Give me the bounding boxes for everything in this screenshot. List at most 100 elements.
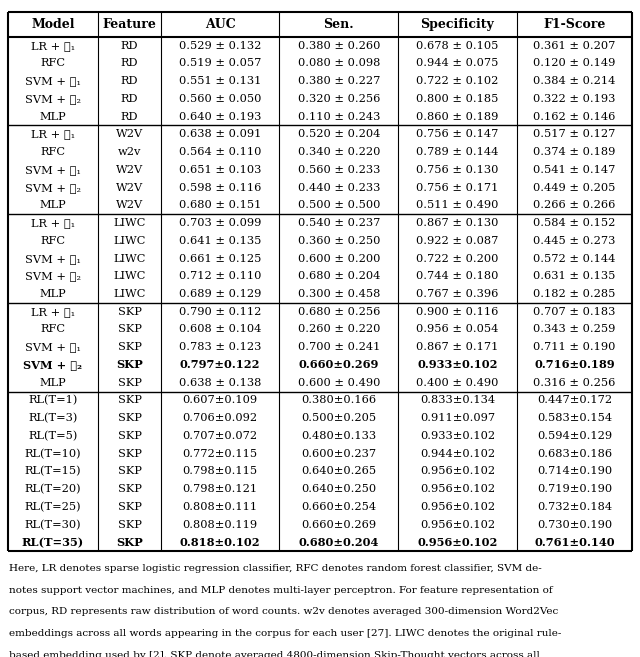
Text: 0.767 ± 0.396: 0.767 ± 0.396 <box>416 289 499 299</box>
Text: 0.911±0.097: 0.911±0.097 <box>420 413 495 423</box>
Text: 0.711 ± 0.190: 0.711 ± 0.190 <box>533 342 616 352</box>
Text: notes support vector machines, and MLP denotes multi-layer perceptron. For featu: notes support vector machines, and MLP d… <box>9 586 552 595</box>
Text: 0.800 ± 0.185: 0.800 ± 0.185 <box>416 94 499 104</box>
Text: RD: RD <box>121 76 138 86</box>
Text: 0.860 ± 0.189: 0.860 ± 0.189 <box>416 112 499 122</box>
Text: RL(T=35): RL(T=35) <box>22 537 84 548</box>
Text: 0.689 ± 0.129: 0.689 ± 0.129 <box>179 289 261 299</box>
Text: 0.714±0.190: 0.714±0.190 <box>537 466 612 476</box>
Text: 0.600±0.237: 0.600±0.237 <box>301 449 376 459</box>
Text: 0.651 ± 0.103: 0.651 ± 0.103 <box>179 165 261 175</box>
Text: 0.956±0.102: 0.956±0.102 <box>417 537 498 548</box>
Text: 0.638 ± 0.091: 0.638 ± 0.091 <box>179 129 261 139</box>
Text: 0.560 ± 0.050: 0.560 ± 0.050 <box>179 94 261 104</box>
Text: RFC: RFC <box>40 147 65 157</box>
Text: 0.607±0.109: 0.607±0.109 <box>182 396 258 405</box>
Text: SKP: SKP <box>118 307 141 317</box>
Text: SKP: SKP <box>118 502 141 512</box>
Text: 0.956±0.102: 0.956±0.102 <box>420 502 495 512</box>
Text: MLP: MLP <box>40 200 67 210</box>
Text: 0.600 ± 0.490: 0.600 ± 0.490 <box>298 378 380 388</box>
Text: LIWC: LIWC <box>113 289 146 299</box>
Text: W2V: W2V <box>116 129 143 139</box>
Text: 0.956±0.102: 0.956±0.102 <box>420 520 495 530</box>
Text: RL(T=1): RL(T=1) <box>28 396 77 405</box>
Text: 0.343 ± 0.259: 0.343 ± 0.259 <box>533 325 616 334</box>
Text: 0.322 ± 0.193: 0.322 ± 0.193 <box>533 94 616 104</box>
Text: SKP: SKP <box>118 342 141 352</box>
Text: RL(T=25): RL(T=25) <box>25 502 81 512</box>
Text: 0.500±0.205: 0.500±0.205 <box>301 413 376 423</box>
Text: 0.790 ± 0.112: 0.790 ± 0.112 <box>179 307 261 317</box>
Text: 0.944 ± 0.075: 0.944 ± 0.075 <box>416 58 499 68</box>
Text: 0.445 ± 0.273: 0.445 ± 0.273 <box>533 236 616 246</box>
Text: SKP: SKP <box>118 378 141 388</box>
Text: RFC: RFC <box>40 236 65 246</box>
Text: SVM + ℓ₂: SVM + ℓ₂ <box>25 94 81 104</box>
Text: 0.707±0.072: 0.707±0.072 <box>182 431 258 441</box>
Text: SVM + ℓ₁: SVM + ℓ₁ <box>25 76 81 86</box>
Text: 0.808±0.111: 0.808±0.111 <box>182 502 258 512</box>
Text: 0.680 ± 0.151: 0.680 ± 0.151 <box>179 200 261 210</box>
Text: RD: RD <box>121 58 138 68</box>
Text: 0.440 ± 0.233: 0.440 ± 0.233 <box>298 183 380 193</box>
Text: SKP: SKP <box>118 466 141 476</box>
Text: AUC: AUC <box>205 18 236 31</box>
Text: 0.361 ± 0.207: 0.361 ± 0.207 <box>533 41 616 51</box>
Text: 0.540 ± 0.237: 0.540 ± 0.237 <box>298 218 380 228</box>
Text: 0.162 ± 0.146: 0.162 ± 0.146 <box>533 112 616 122</box>
Text: 0.680 ± 0.256: 0.680 ± 0.256 <box>298 307 380 317</box>
Text: W2V: W2V <box>116 165 143 175</box>
Text: 0.678 ± 0.105: 0.678 ± 0.105 <box>416 41 499 51</box>
Text: RL(T=3): RL(T=3) <box>28 413 77 423</box>
Text: 0.956±0.102: 0.956±0.102 <box>420 484 495 494</box>
Text: 0.384 ± 0.214: 0.384 ± 0.214 <box>533 76 616 86</box>
Text: 0.340 ± 0.220: 0.340 ± 0.220 <box>298 147 380 157</box>
Text: 0.744 ± 0.180: 0.744 ± 0.180 <box>416 271 499 281</box>
Text: SVM + ℓ₁: SVM + ℓ₁ <box>25 165 81 175</box>
Text: RD: RD <box>121 94 138 104</box>
Text: SVM + ℓ₂: SVM + ℓ₂ <box>24 359 83 371</box>
Text: 0.818±0.102: 0.818±0.102 <box>180 537 260 548</box>
Text: 0.266 ± 0.266: 0.266 ± 0.266 <box>533 200 616 210</box>
Text: 0.783 ± 0.123: 0.783 ± 0.123 <box>179 342 261 352</box>
Text: 0.380 ± 0.227: 0.380 ± 0.227 <box>298 76 380 86</box>
Text: SKP: SKP <box>118 413 141 423</box>
Text: 0.519 ± 0.057: 0.519 ± 0.057 <box>179 58 261 68</box>
Text: 0.120 ± 0.149: 0.120 ± 0.149 <box>533 58 616 68</box>
Text: LR + ℓ₁: LR + ℓ₁ <box>31 218 75 228</box>
Text: 0.719±0.190: 0.719±0.190 <box>537 484 612 494</box>
Text: RL(T=15): RL(T=15) <box>25 466 81 476</box>
Text: 0.182 ± 0.285: 0.182 ± 0.285 <box>533 289 616 299</box>
Text: 0.449 ± 0.205: 0.449 ± 0.205 <box>533 183 616 193</box>
Text: LR + ℓ₁: LR + ℓ₁ <box>31 41 75 51</box>
Text: 0.756 ± 0.147: 0.756 ± 0.147 <box>416 129 499 139</box>
Text: 0.956 ± 0.054: 0.956 ± 0.054 <box>416 325 499 334</box>
Text: 0.798±0.121: 0.798±0.121 <box>182 484 258 494</box>
Text: 0.447±0.172: 0.447±0.172 <box>537 396 612 405</box>
Text: 0.680±0.204: 0.680±0.204 <box>298 537 379 548</box>
Text: 0.867 ± 0.171: 0.867 ± 0.171 <box>416 342 499 352</box>
Text: 0.956±0.102: 0.956±0.102 <box>420 466 495 476</box>
Text: SKP: SKP <box>118 325 141 334</box>
Text: LR + ℓ₁: LR + ℓ₁ <box>31 129 75 139</box>
Text: 0.833±0.134: 0.833±0.134 <box>420 396 495 405</box>
Text: 0.598 ± 0.116: 0.598 ± 0.116 <box>179 183 261 193</box>
Text: MLP: MLP <box>40 112 67 122</box>
Text: 0.900 ± 0.116: 0.900 ± 0.116 <box>416 307 499 317</box>
Text: based embedding used by [2]. SKP denote averaged 4800-dimension Skip-Thought vec: based embedding used by [2]. SKP denote … <box>9 651 540 657</box>
Text: W2V: W2V <box>116 200 143 210</box>
Text: 0.080 ± 0.098: 0.080 ± 0.098 <box>298 58 380 68</box>
Text: 0.380 ± 0.260: 0.380 ± 0.260 <box>298 41 380 51</box>
Text: SVM + ℓ₁: SVM + ℓ₁ <box>25 254 81 263</box>
Text: embeddings across all words appearing in the corpus for each user [27]. LIWC den: embeddings across all words appearing in… <box>9 629 561 638</box>
Text: Model: Model <box>31 18 75 31</box>
Text: 0.541 ± 0.147: 0.541 ± 0.147 <box>533 165 616 175</box>
Text: 0.660±0.269: 0.660±0.269 <box>301 520 376 530</box>
Text: 0.360 ± 0.250: 0.360 ± 0.250 <box>298 236 380 246</box>
Text: LIWC: LIWC <box>113 271 146 281</box>
Text: 0.380±0.166: 0.380±0.166 <box>301 396 376 405</box>
Text: 0.661 ± 0.125: 0.661 ± 0.125 <box>179 254 261 263</box>
Text: Sen.: Sen. <box>323 18 354 31</box>
Text: 0.683±0.186: 0.683±0.186 <box>537 449 612 459</box>
